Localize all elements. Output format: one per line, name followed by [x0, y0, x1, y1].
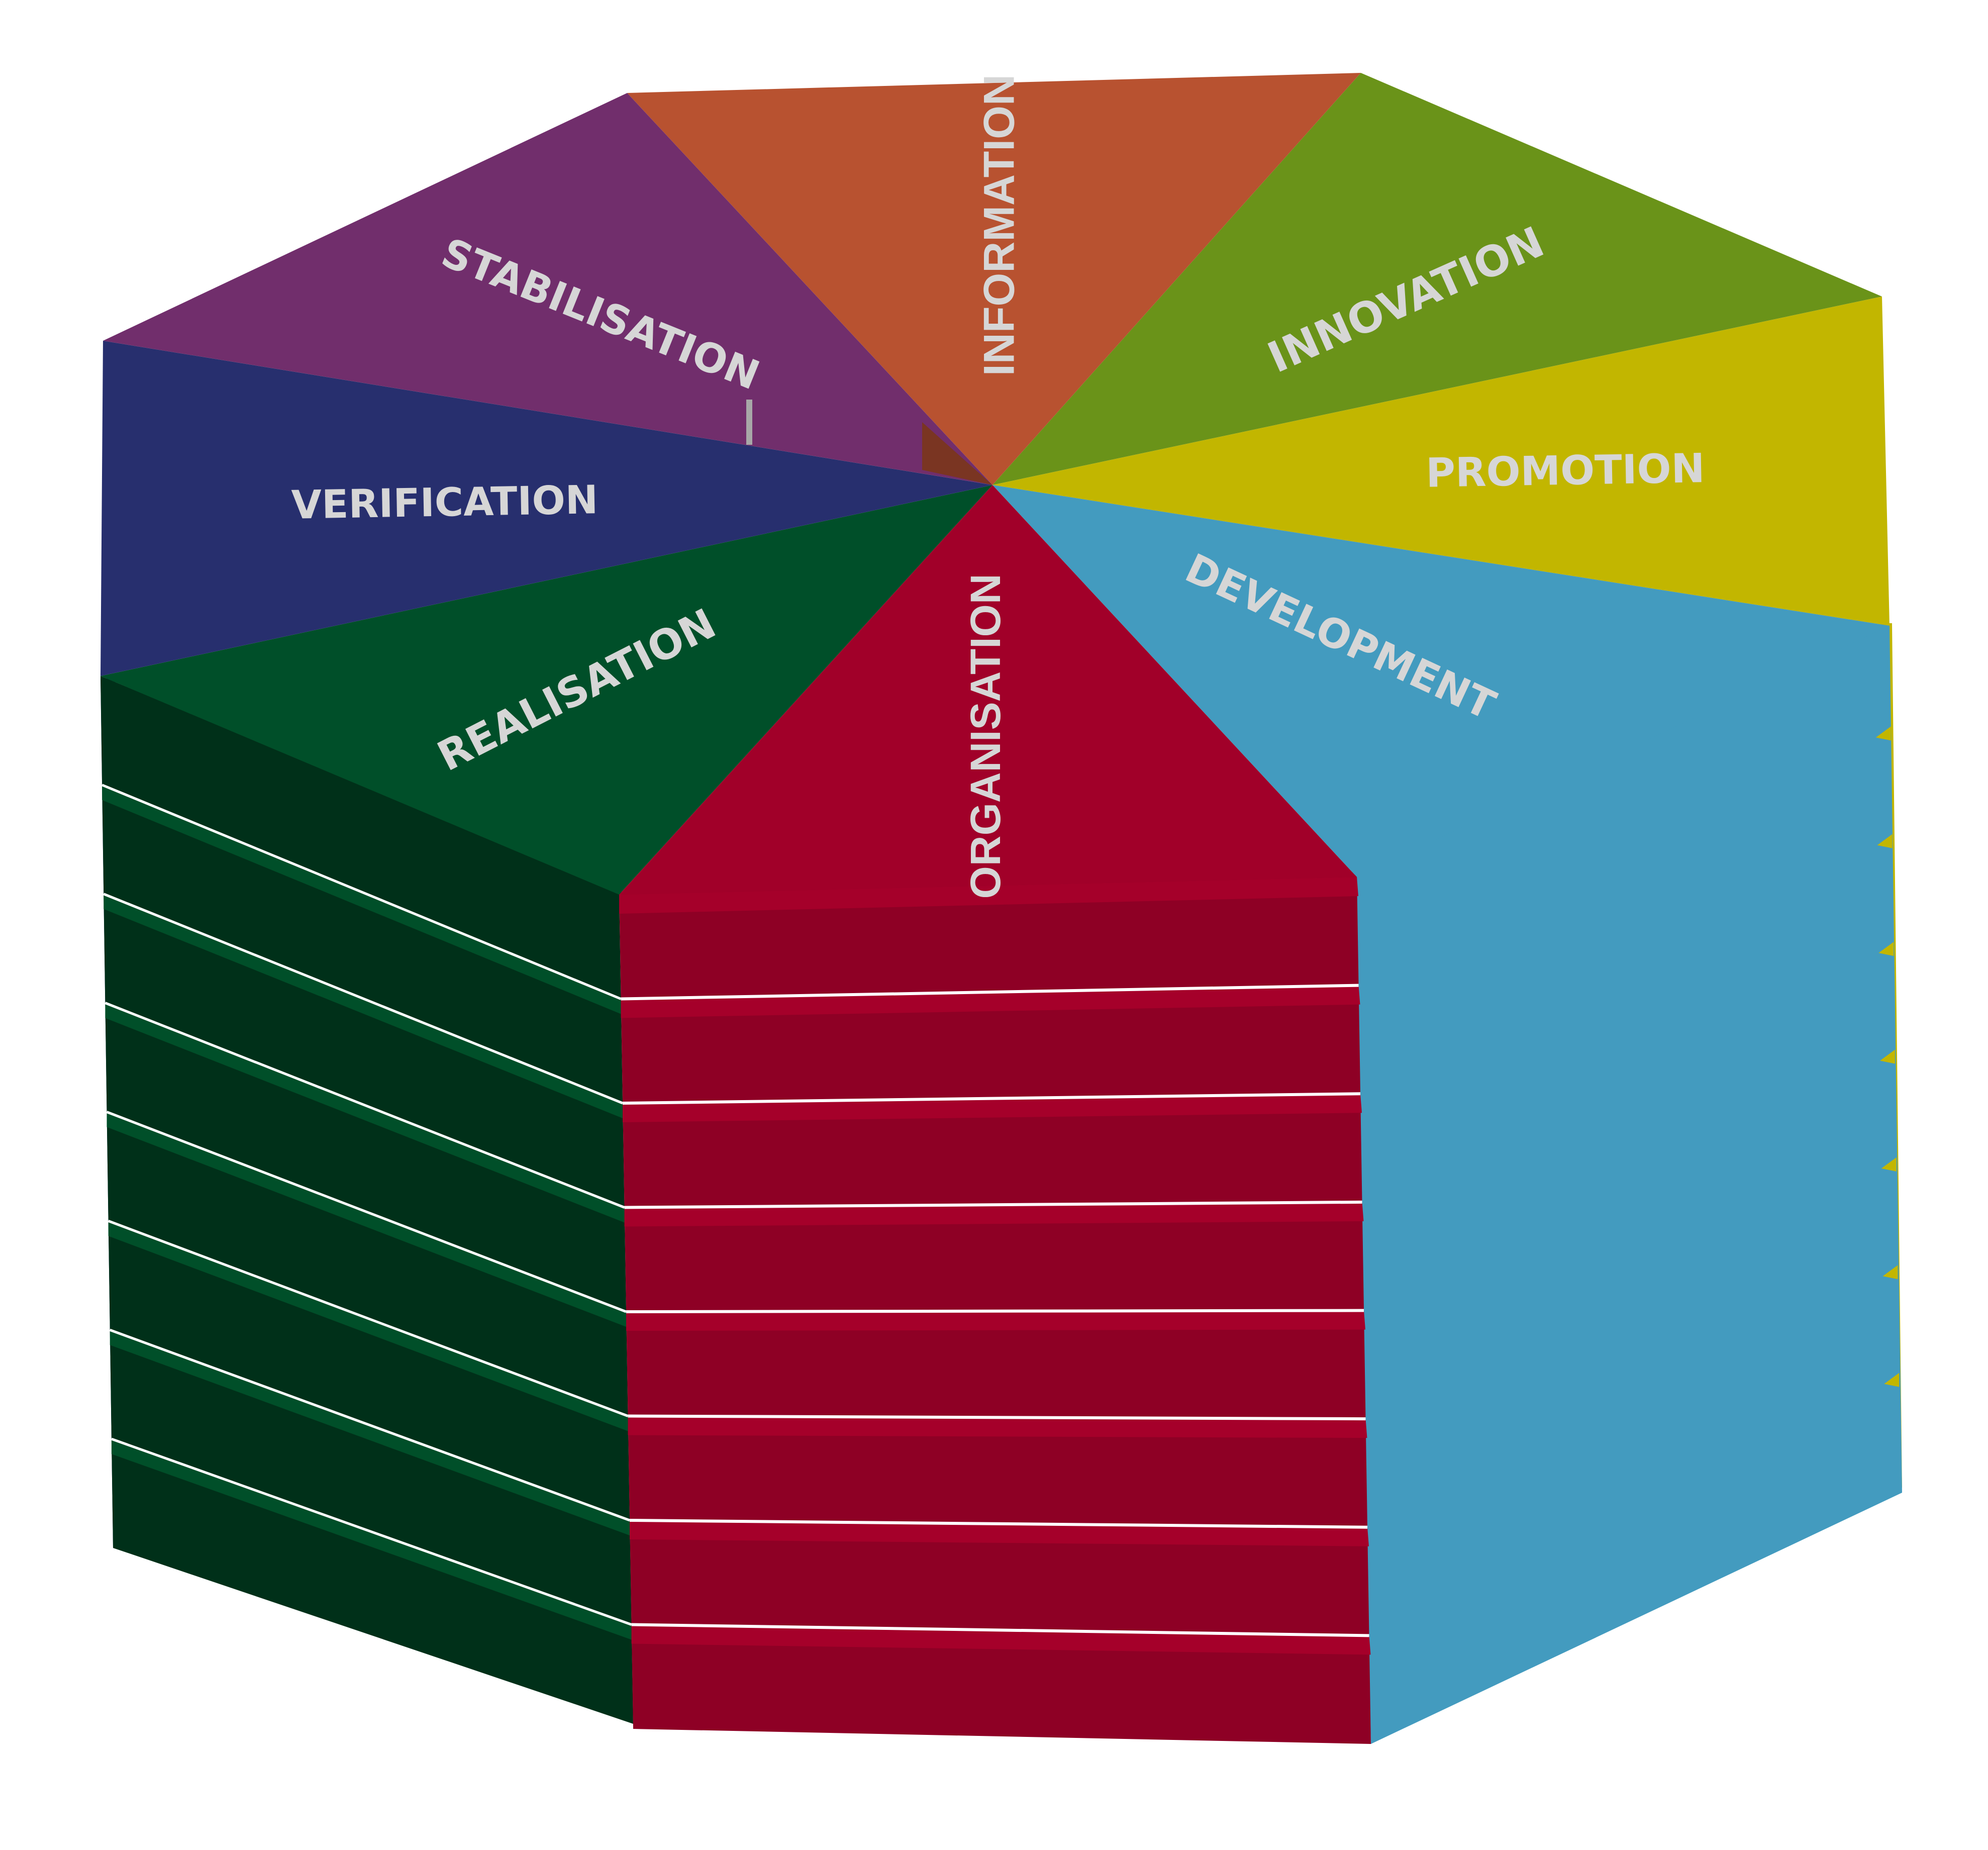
label-verification: VERIFICATION	[291, 477, 599, 528]
realisation-layer-gap	[109, 1328, 630, 1522]
realisation-layer-gap	[111, 1437, 632, 1626]
center-shadow	[922, 422, 992, 485]
label-organisation: ORGANISATION	[962, 573, 1009, 899]
organisation-layer-gap	[626, 1309, 1364, 1313]
realisation-side-face	[101, 676, 633, 1724]
realisation-layer-lines	[102, 784, 632, 1640]
realisation-layer-edge	[104, 894, 623, 1118]
organisation-layer-gap	[631, 1623, 1369, 1637]
development-side-face	[1352, 626, 1902, 1744]
realisation-layer-edge	[107, 1112, 626, 1327]
label-information: INFORMATION	[975, 74, 1024, 376]
segment-organisation	[619, 485, 1357, 895]
organisation-layer-gap	[622, 1092, 1361, 1105]
organisation-layer-edge	[619, 877, 1358, 914]
realisation-layer-edge	[111, 1439, 632, 1640]
segment-verification	[101, 341, 992, 676]
organisation-layer-gap	[629, 1519, 1368, 1529]
organisation-layer-bands	[619, 877, 1371, 1655]
stack-side-faces	[101, 623, 1902, 1744]
segment-stabilisation	[103, 93, 992, 485]
organisation-layer-edge	[626, 1310, 1365, 1331]
development-layer-tick	[1884, 1373, 1900, 1387]
segment-innovation	[992, 73, 1882, 485]
octagon-top	[101, 73, 1890, 895]
realisation-layer-edge	[105, 1003, 625, 1223]
organisation-layer-edge	[621, 985, 1360, 1018]
development-layer-ticks	[1875, 726, 1900, 1387]
organisation-layer-edge	[624, 1202, 1364, 1227]
realisation-layer-gap	[102, 784, 622, 1000]
segment-information	[627, 73, 1361, 485]
realisation-layer-gap	[106, 1111, 627, 1313]
realisation-layer-gap	[103, 893, 623, 1105]
realisation-layer-edge	[108, 1221, 628, 1431]
development-layer-tick	[1882, 1265, 1898, 1280]
segment-realisation	[101, 485, 992, 895]
realisation-layer-gap	[105, 1002, 625, 1209]
organisation-layer-edge	[628, 1416, 1367, 1438]
organisation-layer-gap	[624, 1200, 1362, 1209]
segment-promotion	[992, 297, 1890, 626]
development-layer-tick	[1881, 1157, 1897, 1172]
development-layer-tick	[1875, 726, 1891, 741]
development-layer-tick	[1880, 1049, 1895, 1064]
realisation-layer-edge	[110, 1330, 630, 1535]
realisation-layer-gap	[108, 1220, 629, 1417]
realisation-layer-edge	[102, 785, 621, 1014]
organisation-layer-gap	[621, 984, 1359, 1001]
organisation-layer-gap	[628, 1414, 1366, 1421]
segment-development	[992, 485, 1890, 877]
organisation-layer-edge	[631, 1624, 1371, 1655]
label-promotion: PROMOTION	[1426, 445, 1706, 497]
stabilisation-tick	[746, 400, 752, 445]
development-layer-tick	[1877, 834, 1893, 848]
development-layer-tick	[1878, 942, 1894, 956]
